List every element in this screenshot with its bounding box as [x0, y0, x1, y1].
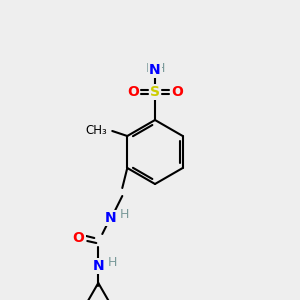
Text: H: H: [107, 256, 117, 268]
Text: H: H: [155, 61, 165, 74]
Text: O: O: [171, 85, 183, 99]
Text: O: O: [127, 85, 139, 99]
Text: N: N: [104, 211, 116, 225]
Text: O: O: [72, 231, 84, 245]
Text: CH₃: CH₃: [85, 124, 107, 137]
Text: S: S: [150, 85, 160, 99]
Text: H: H: [119, 208, 129, 220]
Text: N: N: [149, 63, 161, 77]
Text: N: N: [92, 259, 104, 273]
Text: H: H: [145, 61, 155, 74]
